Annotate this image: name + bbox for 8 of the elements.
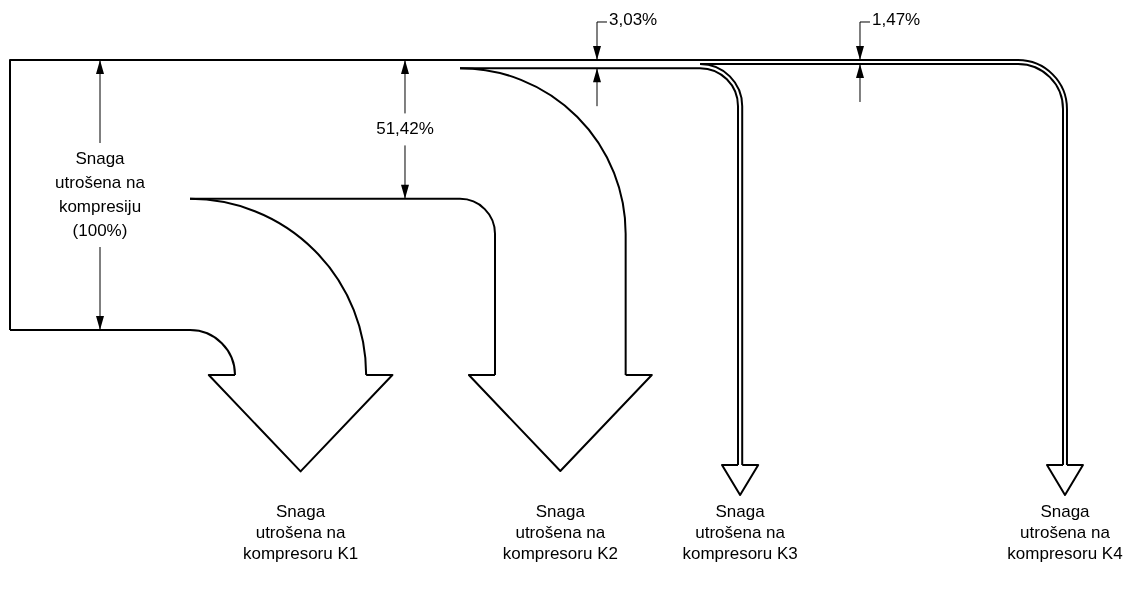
data-label: Snaga utrošena na kompresiju (100%) <box>55 148 146 240</box>
category-label: Snaga utrošena na kompresoru K1 <box>242 501 359 563</box>
data-label: 51,42% <box>376 119 434 139</box>
category-label: Snaga utrošena na kompresoru K2 <box>502 501 618 563</box>
category-label: Snaga utrošena na kompresoru K4 <box>1007 501 1123 563</box>
category-label: Snaga utrošena na kompresoru K3 <box>682 501 798 563</box>
data-label: 3,03% <box>609 9 658 29</box>
data-label: 1,47% <box>872 9 921 29</box>
